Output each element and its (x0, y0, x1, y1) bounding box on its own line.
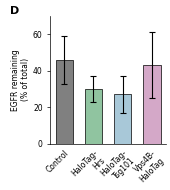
Bar (56, 60, 73, 144)
Bar (114, 94, 131, 144)
Y-axis label: EGFR remaining
(% of total): EGFR remaining (% of total) (11, 49, 30, 111)
Bar (85, 89, 102, 144)
Bar (143, 65, 161, 144)
Text: D: D (10, 6, 19, 16)
